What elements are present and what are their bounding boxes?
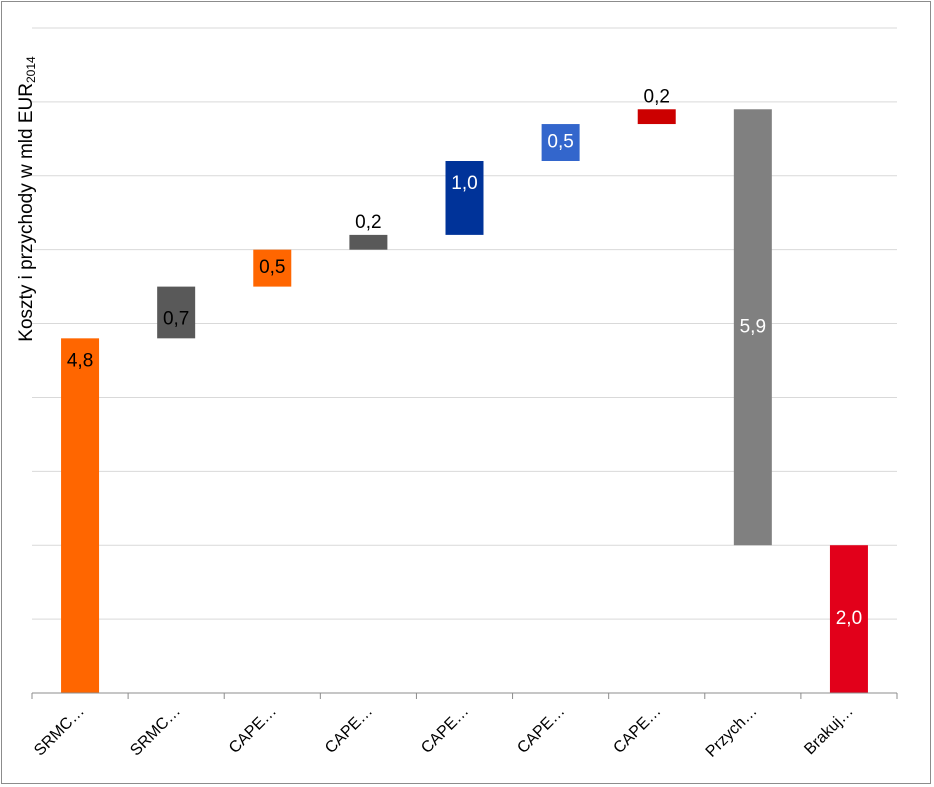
x-tick-label: CAPE…	[514, 703, 568, 757]
data-label: 0,5	[547, 132, 573, 153]
waterfall-bar	[253, 249, 292, 287]
data-label: 2,0	[836, 608, 862, 629]
x-tick-label: CAPE…	[610, 703, 664, 757]
waterfall-bar	[637, 109, 676, 125]
x-tick-label: CAPE…	[418, 703, 472, 757]
data-label: 0,2	[644, 86, 670, 107]
waterfall-bar	[157, 286, 196, 339]
data-label: 4,8	[67, 350, 93, 371]
bars	[61, 109, 868, 693]
y-axis-label-subscript: 2014	[24, 56, 38, 84]
x-tick-label: SRMC…	[31, 703, 88, 760]
waterfall-bar	[349, 234, 388, 250]
data-label: 1,0	[451, 173, 477, 194]
data-labels: 4,8 0,7 0,5 0,2 1,0 0,5 0,2 5,9 2,0	[67, 86, 862, 629]
y-axis-label-text: Koszty i przychody w mld EUR	[16, 83, 37, 342]
data-label: 5,9	[740, 316, 766, 337]
x-tick-labels: SRMC… SRMC… CAPE… CAPE… CAPE… CAPE… CAPE… Przyc…	[31, 703, 857, 761]
waterfall-bar	[541, 124, 580, 161]
x-axis	[31, 692, 898, 699]
x-tick-label: Przych…	[703, 703, 761, 761]
waterfall-bar	[829, 545, 868, 693]
data-label: 0,5	[259, 257, 285, 278]
x-tick-label: CAPE…	[226, 703, 280, 757]
data-label: 0,7	[163, 308, 189, 329]
x-tick-label: CAPE…	[322, 703, 376, 757]
x-tick-label: Brakuj…	[801, 703, 856, 758]
data-label: 0,2	[355, 212, 381, 233]
waterfall-bar	[445, 161, 484, 235]
x-tick-label: SRMC…	[127, 703, 184, 760]
waterfall-bar	[61, 338, 100, 693]
waterfall-bar	[733, 109, 772, 546]
y-axis-label: Koszty i przychody w mld EUR2014	[16, 56, 38, 341]
